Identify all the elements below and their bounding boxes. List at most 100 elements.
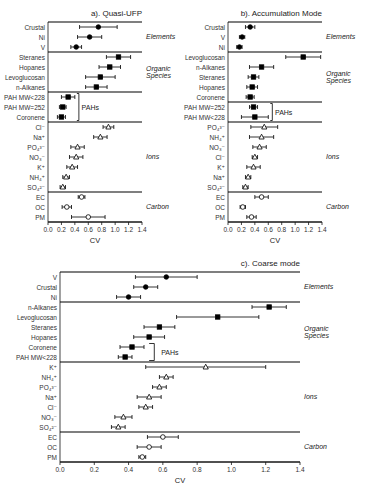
point [75,144,80,149]
category-label: PAH MW=252 [4,104,45,111]
point [98,75,102,79]
error-bar-cap [117,25,118,29]
category-label: PM [35,214,45,221]
category-label: Coronene [16,114,45,121]
group-separator [60,361,300,362]
x-tick-label: 1.0 [227,466,236,473]
bracket-label: PAHs [82,104,100,111]
point [259,134,264,139]
point [262,124,267,129]
error-bar [63,175,70,179]
point [249,215,254,220]
group-label: OrganicSpecies [304,325,329,341]
error-bar-cap [133,285,134,289]
error-bar-cap [93,135,94,139]
error-bar-cap [82,155,83,159]
point [240,205,245,210]
error-bar [103,125,114,129]
error-bar-cap [103,125,104,129]
x-tick-label: 0.6 [264,226,273,233]
bracket-line [270,104,272,121]
error-bar [146,365,266,369]
x-tick-label: 0.4 [250,226,259,233]
panel: c). Coarse modeVCrustalNin-AlkanesLevogl… [16,259,334,485]
point [251,75,255,79]
group-label-line: Species [146,72,171,80]
error-bar-cap [152,385,153,389]
point [164,374,169,379]
error-bar [243,185,248,189]
error-bar [246,95,254,99]
error-bar [72,215,106,219]
bracket-line [77,94,79,121]
group-separator [48,21,142,22]
error-bar [118,355,132,359]
error-bar [57,115,65,119]
category-label: K⁺ [37,164,45,171]
group-label: OrganicSpecies [326,70,351,86]
point [126,295,131,300]
error-bar-cap [137,445,138,449]
panel-title: c). Coarse mode [241,259,301,268]
category-label: Steranes [31,324,58,331]
group-separator [48,191,142,192]
category-label: NO₃⁻ [29,154,45,161]
error-bar-cap [268,195,269,199]
error-bar-cap [140,295,141,299]
bracket-label: PAHs [275,109,293,116]
error-bar [106,55,130,59]
error-bar-cap [105,215,106,219]
category-label: Crustal [204,24,225,31]
point [98,134,103,139]
group-label-line: Elements [326,33,356,40]
error-bar-cap [132,415,133,419]
point [87,35,92,40]
category-label: PM [215,214,225,221]
point [147,394,152,399]
panel: a). Quasi-UFPCrustalNiVSteranesHopanesLe… [4,9,176,245]
category-label: Ni [219,44,225,51]
x-axis-label: CV [90,236,100,245]
point [157,384,162,389]
error-bar-cap [266,145,267,149]
error-bar [245,25,254,29]
error-bar [139,455,146,459]
point [147,335,151,339]
figure: a). Quasi-UFPCrustalNiVSteranesHopanesLe… [0,0,368,500]
error-bar-cap [107,135,108,139]
category-label: V [41,44,46,51]
x-tick-label: 0.2 [237,226,246,233]
point [74,45,79,50]
error-bar [252,305,286,309]
category-label: K⁺ [49,364,57,371]
error-bar [137,395,161,399]
category-label: PO₄³⁻ [207,124,225,131]
error-bar [69,155,82,159]
error-bar [134,285,158,289]
x-axis-label: CV [175,476,185,485]
error-bar [62,205,71,209]
error-bar [144,325,175,329]
error-bar-cap [135,275,136,279]
point [267,305,271,309]
x-tick-label: 0.8 [97,226,106,233]
error-bar-cap [62,205,63,209]
error-bar [247,215,256,219]
x-tick-label: 0.8 [193,466,202,473]
group-label-line: Elements [146,33,176,40]
group-label-line: Ions [326,153,340,160]
point [203,364,208,369]
category-label: K⁺ [217,164,225,171]
error-bar [78,195,85,199]
error-bar-cap [62,175,63,179]
error-bar-cap [84,195,85,199]
error-bar [71,45,82,49]
category-label: NO₃⁻ [41,414,57,421]
x-tick-label: 1.4 [317,226,326,233]
error-bar [245,175,250,179]
x-tick-label: 0.0 [43,226,52,233]
group-label-line: Carbon [326,203,349,210]
category-label: EC [216,194,225,201]
error-bar-cap [66,165,67,169]
error-bar-cap [70,145,71,149]
